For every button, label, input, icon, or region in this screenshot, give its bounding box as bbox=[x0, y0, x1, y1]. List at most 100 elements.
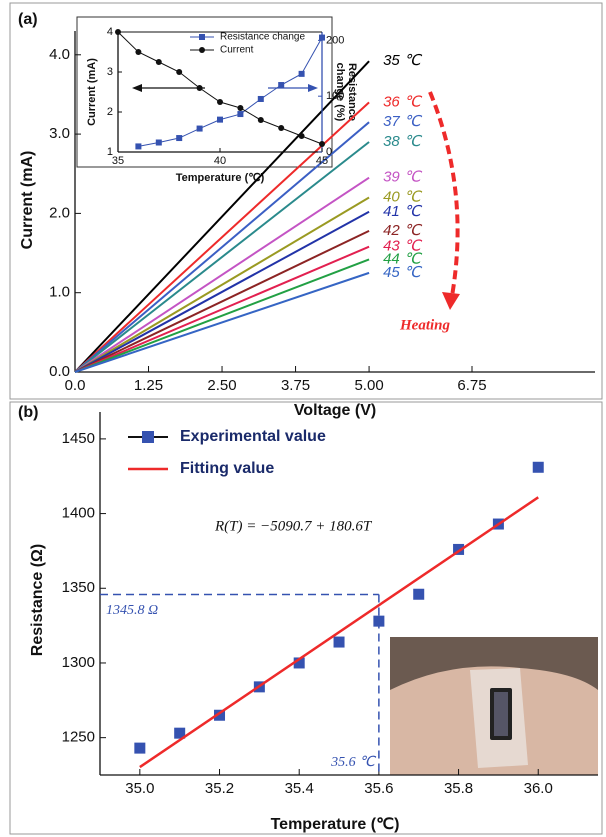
legend-label: Current bbox=[220, 45, 254, 56]
marker bbox=[257, 117, 264, 123]
marker bbox=[413, 588, 425, 600]
marker bbox=[196, 85, 203, 91]
legend-label: 39 ℃ bbox=[383, 169, 423, 186]
y-tick-label: 1300 bbox=[62, 654, 95, 671]
y2-tick-label: 100 bbox=[326, 90, 344, 102]
x-tick-label: 5.00 bbox=[354, 377, 383, 394]
y-tick-label: 3.0 bbox=[49, 125, 70, 142]
y2-axis-title: Resistance bbox=[346, 63, 358, 121]
photo-inset bbox=[390, 637, 598, 775]
x-axis-title: Voltage (V) bbox=[294, 402, 376, 419]
y-tick-label: 1450 bbox=[62, 430, 95, 447]
marker bbox=[293, 657, 305, 669]
marker bbox=[237, 105, 244, 111]
legend-label: 44 ℃ bbox=[383, 250, 423, 267]
annotation: 35.6 ℃ bbox=[330, 755, 377, 770]
panel-label: (a) bbox=[18, 11, 38, 28]
series-line bbox=[74, 196, 370, 373]
y-axis-title: Current (mA) bbox=[86, 58, 98, 126]
marker bbox=[217, 99, 223, 105]
series-line bbox=[74, 245, 370, 373]
x-tick-label: 45 bbox=[316, 155, 328, 167]
marker bbox=[333, 636, 345, 648]
marker bbox=[155, 59, 162, 65]
x-tick-label: 35.6 bbox=[364, 780, 393, 797]
legend-label: 45 ℃ bbox=[383, 264, 423, 281]
y-tick-label: 1.0 bbox=[49, 284, 70, 301]
marker bbox=[176, 69, 183, 75]
marker bbox=[134, 742, 146, 754]
y-axis-title: Resistance (Ω) bbox=[29, 544, 46, 656]
x-tick-label: 35.4 bbox=[285, 780, 314, 797]
y2-tick-label: 200 bbox=[326, 34, 344, 46]
marker bbox=[453, 543, 465, 555]
series-line bbox=[74, 141, 370, 373]
marker bbox=[176, 135, 183, 142]
marker bbox=[278, 82, 285, 89]
marker bbox=[115, 29, 121, 35]
marker bbox=[135, 49, 142, 55]
marker bbox=[278, 125, 285, 131]
y2-tick-label: 0 bbox=[326, 146, 332, 158]
legend-label: 43 ℃ bbox=[383, 238, 423, 255]
inset-arrows bbox=[132, 84, 318, 92]
legend-label: 38 ℃ bbox=[383, 133, 423, 150]
series-line bbox=[74, 271, 370, 373]
series-line bbox=[139, 496, 539, 769]
marker bbox=[319, 141, 325, 147]
panel-label: (b) bbox=[18, 404, 38, 421]
x-tick-label: 35.0 bbox=[125, 780, 154, 797]
inset-frame bbox=[76, 16, 333, 168]
legend-label: 42 ℃ bbox=[383, 222, 423, 239]
y-tick-label: 1350 bbox=[62, 579, 95, 596]
legend-label: Experimental value bbox=[180, 428, 326, 445]
x-tick-label: 2.50 bbox=[207, 377, 236, 394]
equation: R(T) = −5090.7 + 180.6T bbox=[214, 518, 373, 534]
legend-label: Fitting value bbox=[180, 460, 274, 477]
legend-label: 36 ℃ bbox=[383, 93, 423, 110]
marker bbox=[532, 461, 544, 473]
series-line bbox=[74, 210, 370, 373]
y-tick-label: 4 bbox=[107, 26, 113, 38]
legend-label: Resistance change bbox=[220, 32, 305, 43]
marker bbox=[298, 70, 305, 77]
x-tick-label: 1.25 bbox=[134, 377, 163, 394]
marker bbox=[214, 709, 226, 721]
x-tick-label: 36.0 bbox=[524, 780, 553, 797]
series-line bbox=[74, 60, 370, 373]
legend-marker bbox=[142, 431, 154, 443]
marker bbox=[135, 143, 142, 150]
legend-label: 41 ℃ bbox=[383, 203, 423, 220]
x-tick-label: 0.0 bbox=[65, 377, 86, 394]
y-tick-label: 4.0 bbox=[49, 46, 70, 63]
legend-label: 40 ℃ bbox=[383, 189, 423, 206]
y-tick-label: 2.0 bbox=[49, 204, 70, 221]
marker bbox=[155, 139, 162, 146]
series-line bbox=[74, 176, 370, 373]
y-tick-label: 1250 bbox=[62, 729, 95, 746]
x-tick-label: 6.75 bbox=[457, 377, 486, 394]
series-line bbox=[74, 229, 370, 373]
x-tick-label: 35 bbox=[112, 155, 124, 167]
x-tick-label: 40 bbox=[214, 155, 226, 167]
y-tick-label: 3 bbox=[107, 66, 113, 78]
legend-marker bbox=[199, 34, 205, 40]
y-tick-label: 1 bbox=[107, 146, 113, 158]
x-axis-title: Temperature (℃) bbox=[271, 816, 400, 833]
x-tick-label: 3.75 bbox=[281, 377, 310, 394]
marker bbox=[196, 125, 203, 132]
marker bbox=[373, 615, 385, 627]
y-tick-label: 2 bbox=[107, 106, 113, 118]
y-axis-title: Current (mA) bbox=[19, 151, 36, 250]
marker bbox=[298, 133, 305, 139]
x-tick-label: 35.8 bbox=[444, 780, 473, 797]
marker bbox=[257, 95, 264, 102]
panel-frame bbox=[9, 2, 603, 400]
x-tick-label: 35.2 bbox=[205, 780, 234, 797]
series-line bbox=[138, 37, 323, 147]
x-axis-title: Temperature (℃) bbox=[176, 172, 265, 184]
y-tick-label: 1400 bbox=[62, 505, 95, 522]
marker bbox=[319, 34, 325, 41]
series-line bbox=[74, 121, 370, 373]
